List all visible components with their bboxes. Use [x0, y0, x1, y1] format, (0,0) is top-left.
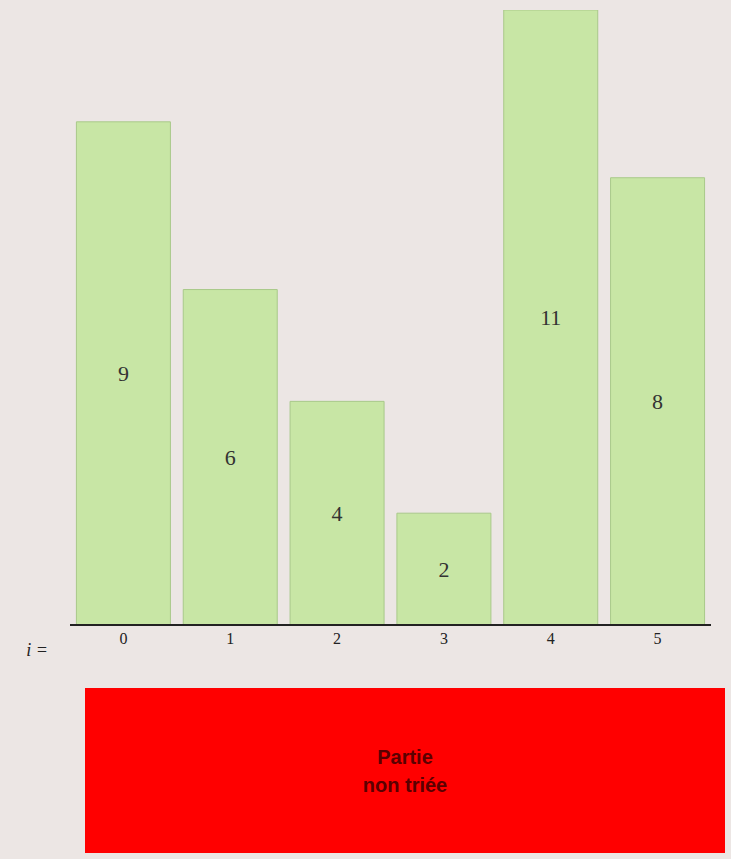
svg-text:2: 2 [438, 557, 449, 582]
svg-text:8: 8 [652, 389, 663, 414]
svg-text:1: 1 [226, 630, 234, 647]
svg-text:5: 5 [654, 630, 662, 647]
svg-text:4: 4 [547, 630, 555, 647]
svg-text:4: 4 [332, 501, 343, 526]
html-text:Partie non triée: Partie non triée [362, 745, 448, 796]
svg-text:i =: i = [26, 640, 48, 660]
svg-text:2: 2 [333, 630, 341, 647]
svg-text:11: 11 [540, 305, 561, 330]
svg-text:6: 6 [225, 445, 236, 470]
svg-text:9: 9 [118, 361, 129, 386]
svg-text:3: 3 [440, 630, 448, 647]
svg-text:0: 0 [119, 630, 127, 647]
